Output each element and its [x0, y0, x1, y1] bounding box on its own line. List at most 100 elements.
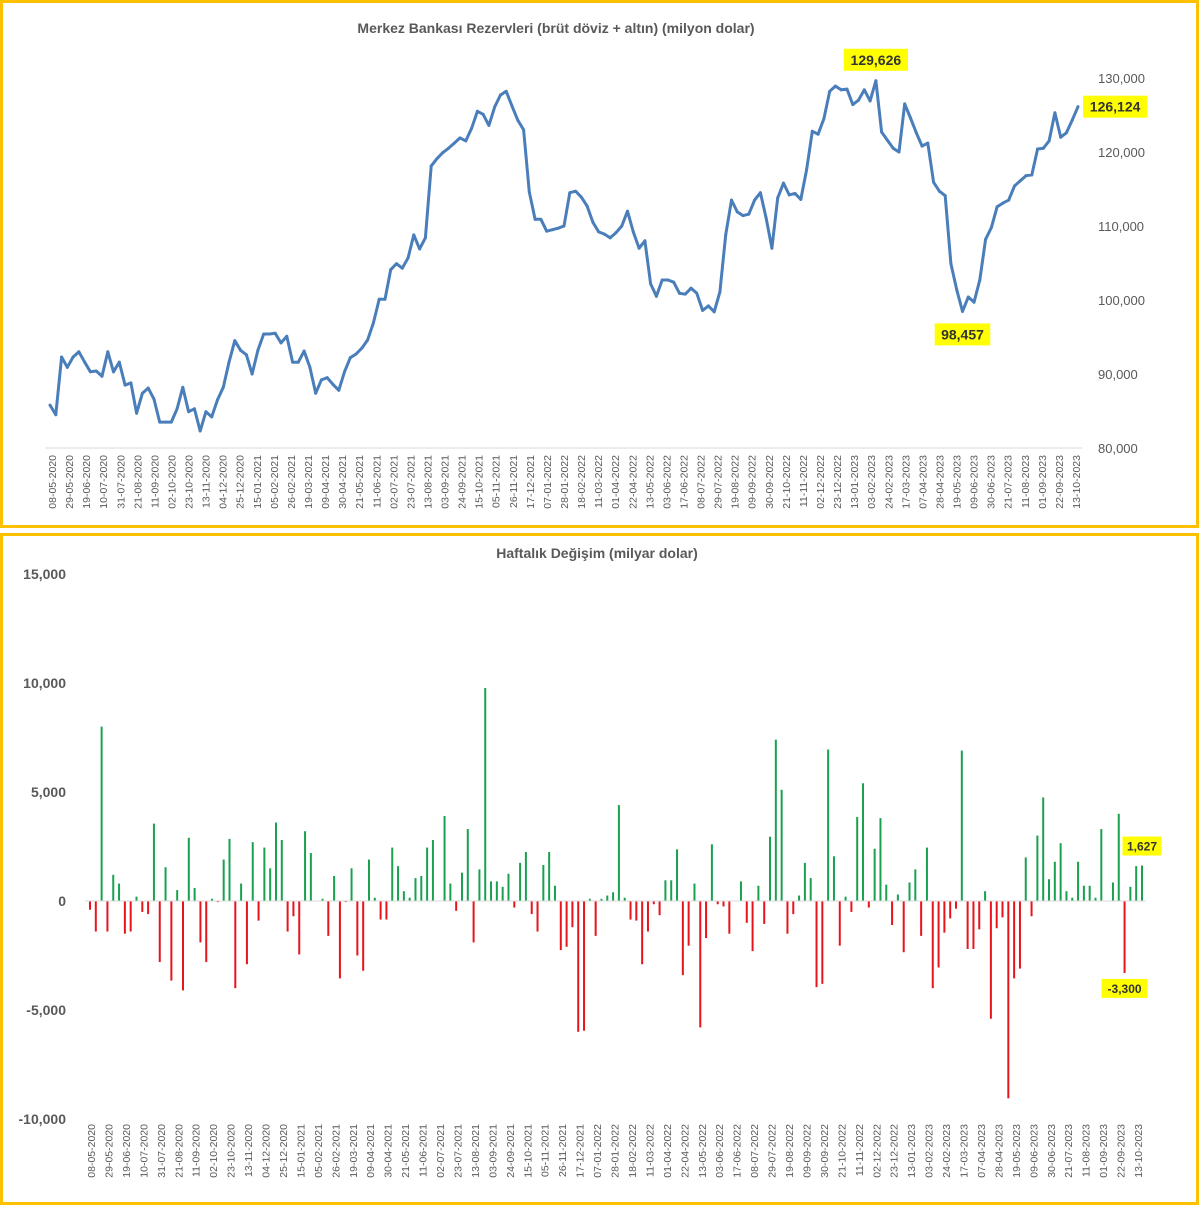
reserves-x-tick-label: 30-04-2021: [337, 455, 349, 509]
reserves-data-point: [244, 353, 248, 357]
positive-change-bar: [1141, 865, 1143, 901]
reserves-x-tick-label: 11-11-2022: [798, 455, 810, 507]
weekly-change-y-tick-label: 10,000: [23, 675, 66, 691]
weekly-change-x-tick-label: 13-08-2021: [470, 1124, 482, 1178]
negative-change-bar: [978, 901, 981, 930]
negative-change-bar: [594, 901, 597, 936]
weekly-change-bars: [89, 688, 1143, 1099]
positive-change-bar: [1024, 857, 1027, 901]
negative-change-bar: [943, 901, 946, 933]
reserves-data-point: [446, 146, 450, 150]
reserves-data-point: [955, 288, 959, 292]
positive-change-bar: [135, 896, 138, 901]
reserves-x-tick-label: 11-03-2022: [593, 455, 605, 508]
positive-change-bar: [263, 847, 266, 901]
positive-change-bar: [391, 847, 394, 901]
positive-change-bar: [333, 875, 336, 901]
reserves-y-axis: 80,000 90,000 100,000 110,000 120,000 130,000: [1098, 71, 1145, 456]
positive-change-bar: [321, 898, 324, 901]
reserves-data-point: [65, 365, 69, 369]
reserves-x-tick-label: 03-06-2022: [661, 455, 673, 509]
reserves-data-point: [423, 236, 427, 240]
reserves-data-point: [331, 382, 335, 386]
positive-change-bar: [710, 844, 713, 901]
positive-change-bar: [1094, 897, 1097, 901]
reserves-data-point: [406, 256, 410, 260]
reserves-data-point: [152, 397, 156, 401]
negative-change-bar: [141, 901, 144, 912]
negative-change-bar: [646, 901, 649, 932]
positive-change-bar: [925, 847, 928, 901]
positive-change-bar: [623, 897, 626, 901]
weekly-change-x-tick-label: 15-01-2021: [295, 1124, 307, 1178]
reserves-x-tick-labels: 08-05-2020 29-05-2020 19-06-2020 10-07-2020…: [47, 455, 1083, 509]
weekly-change-y-tick-label: 0: [58, 893, 66, 909]
reserves-data-point: [1018, 179, 1022, 183]
reserves-y-tick-label: 80,000: [1098, 441, 1138, 456]
weekly-change-x-tick-label: 30-04-2021: [383, 1124, 395, 1178]
reserves-x-tick-label: 13-11-2020: [201, 455, 213, 508]
weekly-change-x-tick-label: 02-07-2021: [435, 1124, 447, 1178]
negative-change-bar: [344, 901, 347, 903]
weekly-change-chart-title: Haftalık Değişim (milyar dolar): [496, 545, 698, 561]
reserves-data-point: [187, 410, 191, 414]
positive-change-bar: [1100, 829, 1103, 901]
reserves-data-point: [106, 350, 110, 354]
positive-change-bar: [490, 881, 493, 901]
reserves-data-point: [377, 297, 381, 301]
reserves-x-tick-label: 19-08-2022: [730, 455, 742, 509]
reserves-data-point: [978, 278, 982, 282]
positive-change-bar: [449, 883, 452, 901]
annotation-label: 129,626: [851, 52, 902, 68]
reserves-data-point: [60, 355, 64, 359]
reserves-data-point: [712, 310, 716, 314]
negative-change-bar: [147, 901, 150, 915]
reserves-data-point: [909, 116, 913, 120]
negative-change-bar: [356, 901, 359, 956]
reserves-x-tick-label: 28-04-2023: [934, 455, 946, 509]
reserves-data-point: [522, 128, 526, 132]
positive-change-bar: [402, 891, 405, 901]
reserves-data-point: [493, 105, 497, 109]
reserves-data-point: [845, 87, 849, 91]
reserves-data-point: [891, 146, 895, 150]
reserves-x-tick-label: 13-08-2021: [422, 455, 434, 509]
negative-change-bar: [931, 901, 934, 989]
positive-change-bar: [519, 862, 522, 901]
reserves-x-tick-label: 17-06-2022: [678, 455, 690, 509]
negative-change-bar: [530, 901, 533, 915]
negative-change-bar: [536, 901, 539, 932]
reserves-data-point: [747, 212, 751, 216]
negative-change-bar: [920, 901, 923, 936]
weekly-change-x-tick-label: 11-06-2021: [418, 1124, 430, 1177]
negative-change-bar: [292, 901, 295, 917]
reserves-x-tick-label: 21-10-2022: [781, 455, 793, 509]
reserves-data-point: [793, 191, 797, 195]
reserves-data-point: [481, 112, 485, 116]
reserves-x-tick-label: 21-07-2023: [1003, 455, 1015, 509]
reserves-data-point: [683, 292, 687, 296]
weekly-change-y-tick-label: -10,000: [19, 1111, 67, 1127]
reserves-data-point: [1059, 135, 1063, 139]
reserves-x-tick-label: 17-12-2021: [525, 455, 537, 509]
reserves-data-point: [787, 193, 791, 197]
negative-change-bar: [635, 901, 638, 921]
positive-change-bar: [426, 847, 429, 901]
reserves-data-point: [210, 415, 214, 419]
reserves-x-tick-label: 05-02-2021: [269, 455, 281, 509]
negative-change-bar: [129, 901, 132, 932]
positive-change-bar: [960, 750, 963, 901]
weekly-change-x-tick-label: 13-01-2023: [906, 1124, 918, 1178]
reserves-data-point: [1036, 147, 1040, 151]
weekly-change-x-tick-label: 21-05-2021: [400, 1124, 412, 1178]
positive-change-bar: [397, 866, 400, 901]
positive-change-bar: [211, 898, 214, 901]
reserves-data-point: [914, 131, 918, 135]
reserves-data-point: [285, 334, 289, 338]
annotation-highlight: [934, 323, 991, 346]
weekly-change-x-tick-label: 24-02-2023: [941, 1124, 953, 1178]
reserves-data-point: [781, 181, 785, 185]
positive-change-bar: [373, 897, 376, 901]
reserves-data-point: [833, 84, 837, 88]
reserves-data-point: [429, 164, 433, 168]
